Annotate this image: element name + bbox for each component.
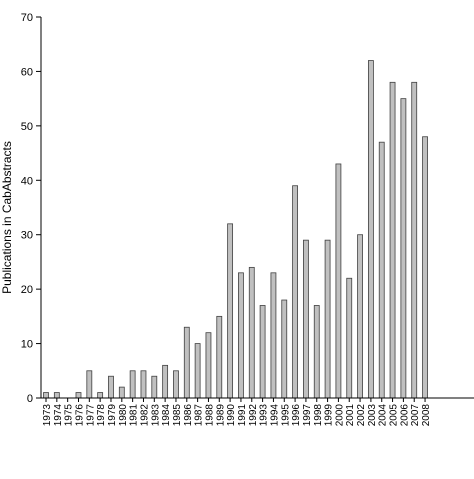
y-tick-label: 50 xyxy=(21,121,33,133)
bar-1977 xyxy=(86,370,93,399)
x-tick-label: 2001 xyxy=(345,404,356,427)
y-ticks: 0 10 20 30 40 50 60 70 xyxy=(21,12,41,405)
bar-1997 xyxy=(303,239,309,399)
x-tick-label: 1996 xyxy=(291,404,302,427)
x-tick-label: 1991 xyxy=(237,404,248,427)
x-tick-label: 1977 xyxy=(85,404,96,427)
bar-1981 xyxy=(129,370,136,399)
x-tick-label: 2004 xyxy=(378,404,389,427)
x-tick-label: 1990 xyxy=(226,404,237,427)
bar-1992 xyxy=(248,266,255,399)
x-tick-label: 1983 xyxy=(150,404,161,427)
y-tick-label: 60 xyxy=(21,66,33,78)
x-tick-label: 2002 xyxy=(356,404,367,427)
x-tick-label: 1988 xyxy=(204,404,215,427)
y-tick-label: 10 xyxy=(21,339,33,351)
x-tick-label: 1980 xyxy=(118,404,129,427)
bar-2000 xyxy=(335,163,342,399)
bar-1985 xyxy=(173,370,179,399)
bar-1993 xyxy=(259,305,266,399)
bar-1978 xyxy=(97,392,104,399)
x-tick-label: 1979 xyxy=(107,404,118,427)
bar-2002 xyxy=(357,234,363,399)
y-tick-label: 40 xyxy=(21,175,33,187)
bar-1983 xyxy=(151,375,158,399)
bar-1996 xyxy=(292,185,298,399)
x-tick-label: 1978 xyxy=(96,404,107,427)
bar-1982 xyxy=(140,370,147,399)
bar-1984 xyxy=(162,364,169,399)
bar-1990 xyxy=(227,223,234,399)
x-tick-label: 1975 xyxy=(64,404,75,427)
x-tick-label: 1987 xyxy=(194,404,205,427)
x-tick-label: 1997 xyxy=(302,404,313,427)
x-tick-label: 2006 xyxy=(399,404,410,427)
x-tick-label: 1973 xyxy=(42,404,53,427)
x-tick-label: 1981 xyxy=(129,404,140,427)
bar-1988 xyxy=(205,332,212,399)
x-tick-label: 1993 xyxy=(259,404,270,427)
bars-layer xyxy=(43,60,428,399)
bar-1986 xyxy=(183,326,190,399)
y-tick-label: 70 xyxy=(21,12,33,24)
x-tick-label: 1999 xyxy=(324,404,335,427)
bar-1995 xyxy=(281,299,288,399)
x-tick-label: 2000 xyxy=(334,404,345,427)
y-axis-label: Publications in CabAbstracts xyxy=(0,141,14,294)
bar-2003 xyxy=(367,60,374,399)
bar-2004 xyxy=(378,141,385,399)
bar-1973 xyxy=(43,392,49,399)
bar-1989 xyxy=(216,315,223,399)
x-tick-label: 1976 xyxy=(74,404,85,427)
bar-2005 xyxy=(389,81,396,399)
x-tick-label: 1992 xyxy=(248,404,259,427)
y-tick-label: 30 xyxy=(21,230,33,242)
bar-2008 xyxy=(422,136,428,399)
x-tick-label: 2005 xyxy=(389,404,400,427)
bar-1999 xyxy=(324,239,331,399)
bar-1980 xyxy=(118,386,125,399)
bar-1976 xyxy=(75,392,82,399)
bar-2007 xyxy=(411,81,418,399)
x-tick-label: 1985 xyxy=(172,404,183,427)
bar-1987 xyxy=(194,343,201,399)
bar-2001 xyxy=(346,277,353,399)
x-tick-label: 1995 xyxy=(280,404,291,427)
bar-2006 xyxy=(400,98,407,399)
y-tick-label: 20 xyxy=(21,284,33,296)
x-tick-label: 2007 xyxy=(410,404,421,427)
x-tick-label: 1994 xyxy=(269,404,280,427)
x-ticks: 1973 1974 1975 1976 1977 1978 1979 1980 1981 1982… xyxy=(42,398,432,426)
bar-1998 xyxy=(313,305,320,399)
x-tick-label: 1998 xyxy=(313,404,324,427)
bar-1979 xyxy=(108,375,114,399)
axes-layer xyxy=(40,17,474,399)
x-tick-label: 2003 xyxy=(367,404,378,427)
x-tick-label: 1989 xyxy=(215,404,226,427)
bar-1994 xyxy=(270,272,277,399)
x-tick-label: 1982 xyxy=(139,404,150,427)
bar-1974 xyxy=(53,392,60,399)
x-tick-label: 1984 xyxy=(161,404,172,427)
bar-1991 xyxy=(238,272,244,399)
x-tick-label: 1974 xyxy=(53,404,64,427)
x-tick-label: 2008 xyxy=(421,404,432,427)
x-tick-label: 1986 xyxy=(183,404,194,427)
y-tick-label: 0 xyxy=(27,393,33,405)
